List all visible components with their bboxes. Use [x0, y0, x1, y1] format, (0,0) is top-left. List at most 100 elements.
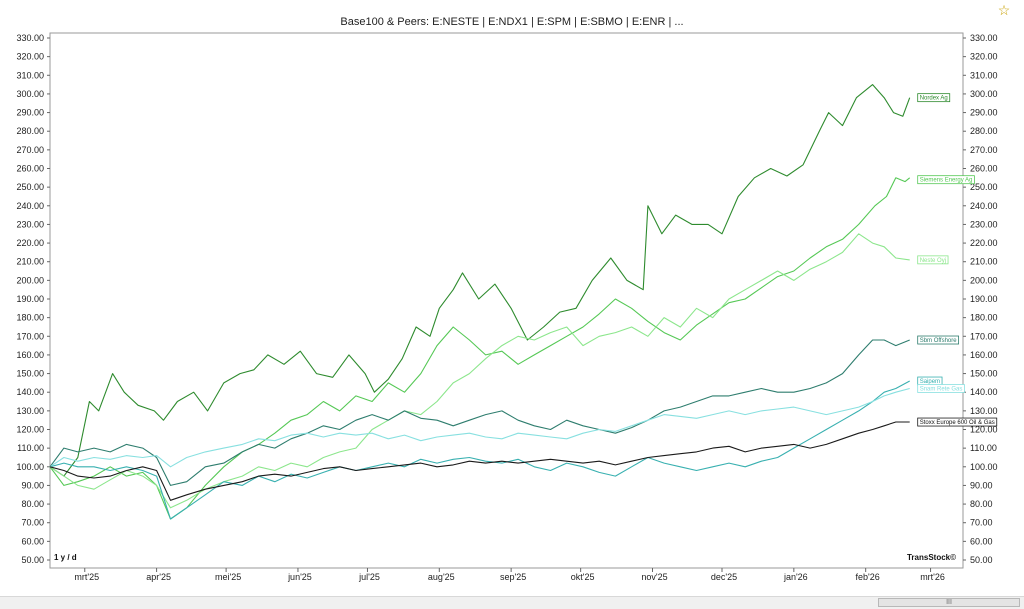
series-line-stoxx-europe-600-oil-gas — [49, 421, 910, 501]
series-line-saipem — [49, 380, 910, 520]
y-tick-label-left: 130.00 — [16, 406, 44, 416]
y-tick-label-left: 230.00 — [16, 219, 44, 229]
x-tick-label: feb'26 — [856, 572, 880, 582]
series-label-box — [917, 93, 951, 103]
series-label-text: Snam Rete Gas — [920, 386, 963, 392]
y-tick-label-left: 70.00 — [21, 518, 44, 528]
series-label-text: Nordex Ag — [920, 96, 948, 102]
y-tick-label-left: 220.00 — [16, 238, 44, 248]
y-tick-label-right: 250.00 — [970, 182, 998, 192]
y-tick-label-left: 150.00 — [16, 369, 44, 379]
y-tick-label-left: 80.00 — [21, 499, 44, 509]
y-axis-left: 50.00 60.00 70.00 80.00 90.00 100.00 110.00 120… — [16, 33, 50, 565]
x-tick-label: mei'25 — [215, 572, 241, 582]
y-tick-label-right: 180.00 — [970, 313, 998, 323]
chart-canvas: 50.00 60.00 70.00 80.00 90.00 100.00 110.00 120… — [16, 32, 998, 582]
series-label-text: Stoxx Europe 600 Oil & Gas — [920, 420, 995, 426]
y-tick-label-right: 230.00 — [970, 219, 998, 229]
y-tick-label-right: 240.00 — [970, 201, 998, 211]
y-tick-label-left: 330.00 — [16, 33, 44, 43]
x-tick-label: jan'26 — [783, 572, 808, 582]
y-tick-label-left: 280.00 — [16, 126, 44, 136]
series-label: Saipem — [917, 376, 943, 386]
chart-title: Base100 & Peers: E:NESTE | E:NDX1 | E:SP… — [340, 16, 684, 28]
y-tick-label-right: 270.00 — [970, 145, 998, 155]
y-tick-label-right: 170.00 — [970, 331, 998, 341]
series-label: Nordex Ag — [917, 93, 951, 103]
series-label-box — [917, 175, 975, 185]
y-tick-label-right: 140.00 — [970, 387, 998, 397]
y-tick-label-left: 270.00 — [16, 145, 44, 155]
series-line-nordex-ag — [49, 84, 911, 477]
star-icon[interactable]: ☆ — [997, 2, 1011, 18]
y-tick-label-right: 80.00 — [970, 499, 993, 509]
y-tick-label-left: 300.00 — [16, 89, 44, 99]
y-tick-label-right: 150.00 — [970, 369, 998, 379]
y-tick-label-left: 100.00 — [16, 462, 44, 472]
series-label-text: Siemens Energy Ag — [920, 178, 973, 184]
series-label: Snam Rete Gas — [917, 384, 965, 393]
y-tick-label-left: 210.00 — [16, 257, 44, 267]
x-tick-label: mrt'26 — [920, 572, 945, 582]
y-tick-label-right: 200.00 — [970, 275, 998, 285]
series-label-text: Sbm Offshore — [920, 338, 958, 344]
y-tick-label-right: 330.00 — [970, 33, 998, 43]
y-tick-label-right: 310.00 — [970, 70, 998, 80]
series-label-box — [917, 255, 949, 265]
y-tick-label-right: 110.00 — [970, 443, 997, 453]
y-tick-label-left: 140.00 — [16, 387, 44, 397]
y-tick-label-left: 200.00 — [16, 275, 44, 285]
y-tick-label-left: 190.00 — [16, 294, 44, 304]
y-tick-label-right: 280.00 — [970, 126, 998, 136]
series-label: Stoxx Europe 600 Oil & Gas — [917, 417, 998, 427]
y-tick-label-left: 110.00 — [17, 443, 44, 453]
y-tick-label-right: 130.00 — [970, 406, 998, 416]
y-tick-label-left: 320.00 — [16, 52, 44, 62]
y-tick-label-right: 60.00 — [970, 536, 993, 546]
y-tick-label-left: 260.00 — [16, 164, 44, 174]
x-tick-label: jul'25 — [358, 572, 380, 582]
x-tick-label: nov'25 — [641, 572, 667, 582]
y-axis-right: 50.00 60.00 70.00 80.00 90.00 100.00 110.00 120… — [963, 33, 998, 565]
series-label-text: Saipem — [920, 379, 940, 385]
series-label-text: Neste Oyj — [920, 258, 946, 264]
x-axis: mrt'25 apr'25 mei'25 jun'25 jul'25 aug'25 sep'… — [74, 568, 945, 582]
x-tick-label: aug'25 — [428, 572, 455, 582]
x-tick-label: apr'25 — [146, 572, 171, 582]
series-label: Neste Oyj — [917, 255, 949, 265]
y-tick-label-right: 50.00 — [970, 555, 993, 565]
x-tick-label: dec'25 — [711, 572, 737, 582]
series-label: Sbm Offshore — [917, 335, 960, 345]
y-tick-label-left: 60.00 — [21, 536, 44, 546]
y-tick-label-left: 310.00 — [16, 70, 44, 80]
y-tick-label-right: 190.00 — [970, 294, 998, 304]
y-tick-label-right: 90.00 — [970, 480, 993, 490]
period-label: 1 y / d — [54, 553, 77, 562]
y-tick-label-right: 70.00 — [970, 518, 993, 528]
y-tick-label-left: 240.00 — [16, 201, 44, 211]
series-layer — [49, 84, 911, 520]
scroll-thumb[interactable]: III — [878, 598, 1020, 607]
series-line-sbm-offshore — [49, 339, 910, 486]
y-tick-label-right: 100.00 — [970, 462, 998, 472]
series-labels: Nordex Ag Siemens Energy Ag Neste Oyj Sbm O… — [917, 93, 998, 427]
y-tick-label-right: 160.00 — [970, 350, 998, 360]
y-tick-label-right: 210.00 — [970, 257, 998, 267]
series-line-siemens-energy-ag — [49, 177, 911, 520]
y-tick-label-left: 170.00 — [16, 331, 44, 341]
y-tick-label-right: 320.00 — [970, 52, 998, 62]
horizontal-scrollbar[interactable]: III — [0, 596, 1024, 609]
y-tick-label-right: 260.00 — [970, 164, 998, 174]
series-line-snam-rete-gas — [49, 387, 910, 468]
y-tick-label-left: 180.00 — [16, 313, 44, 323]
y-tick-label-right: 120.00 — [970, 425, 998, 435]
series-label-box — [917, 335, 960, 345]
series-line-neste-oyj — [49, 233, 910, 509]
series-label-box — [917, 417, 998, 427]
y-tick-label-right: 300.00 — [970, 89, 998, 99]
x-tick-label: mrt'25 — [74, 572, 99, 582]
series-label-box — [917, 384, 965, 393]
x-tick-label: jun'25 — [287, 572, 312, 582]
y-tick-label-right: 220.00 — [970, 238, 998, 248]
x-tick-label: sep'25 — [500, 572, 526, 582]
